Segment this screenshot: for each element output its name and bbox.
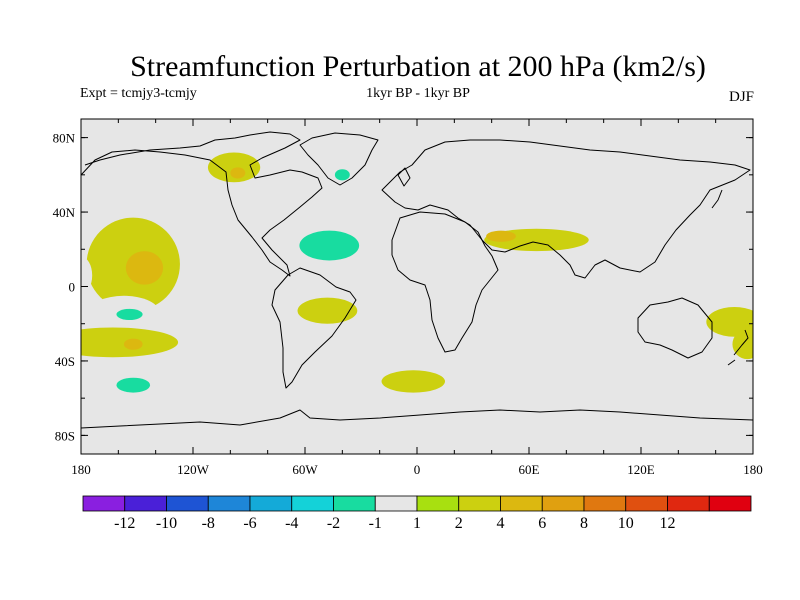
coast-australia xyxy=(637,297,713,359)
coast-greenland xyxy=(299,132,379,186)
anomaly-region xyxy=(125,251,164,285)
period-label: 1kyr BP - 1kyr BP xyxy=(366,86,470,101)
y-tick-label: 80S xyxy=(55,428,75,443)
colorbar-label: -1 xyxy=(369,515,382,532)
anomaly-region xyxy=(486,230,516,242)
colorbar: -12 -10 -8 -6 -4 -2 -1 1 2 4 6 8 10 12 xyxy=(82,495,752,532)
colorbar-swatch xyxy=(166,495,209,512)
y-tick-label: 40N xyxy=(53,205,76,220)
colorbar-label: -8 xyxy=(202,515,215,532)
season-label: DJF xyxy=(729,89,754,105)
colorbar-swatch xyxy=(708,495,752,512)
coast-north-america xyxy=(81,131,323,277)
anomaly-region xyxy=(706,306,753,337)
coast-antarctica xyxy=(81,409,753,429)
colorbar-label: -6 xyxy=(243,515,256,532)
colorbar-label: 4 xyxy=(497,515,505,532)
colorbar-label: -2 xyxy=(327,515,340,532)
anomaly-region xyxy=(732,329,753,360)
colorbar-swatch xyxy=(333,495,376,512)
anomaly-region xyxy=(222,325,246,341)
colorbar-swatch xyxy=(625,495,668,512)
colorbar-swatch xyxy=(291,495,334,512)
anomaly-region xyxy=(418,230,442,246)
anomaly-region xyxy=(275,130,373,172)
anomaly-region xyxy=(116,308,143,320)
anomaly-region xyxy=(81,327,179,358)
colorbar-swatch xyxy=(500,495,543,512)
x-tick-label: 120E xyxy=(627,462,655,477)
x-tick-label: 120W xyxy=(177,462,210,477)
anomaly-region xyxy=(131,187,199,222)
anomaly-region xyxy=(377,232,408,252)
anomaly-region xyxy=(297,297,358,324)
x-tick-label: 60W xyxy=(292,462,318,477)
colorbar-label: 2 xyxy=(455,515,463,532)
coastlines xyxy=(81,131,753,429)
experiment-label: Expt = tcmjy3-tcmjy xyxy=(80,86,197,101)
colorbar-swatch xyxy=(82,495,126,512)
map-title: Streamfunction Perturbation at 200 hPa (… xyxy=(130,50,706,83)
anomaly-region xyxy=(334,169,350,181)
colorbar-label: -4 xyxy=(285,515,298,532)
colorbar-swatch xyxy=(583,495,627,512)
coast-africa xyxy=(391,211,499,353)
coast-south-america xyxy=(271,267,357,389)
colorbar-label: 12 xyxy=(660,515,676,532)
colorbar-swatch xyxy=(249,495,293,512)
colorbar-label: 8 xyxy=(580,515,588,532)
colorbar-swatch xyxy=(374,495,418,512)
y-tick-label: 0 xyxy=(69,280,76,295)
anomaly-region xyxy=(116,377,151,393)
colorbar-swatch xyxy=(667,495,710,512)
coast-japan xyxy=(711,189,723,209)
colorbar-label: 6 xyxy=(538,515,546,532)
x-tick-label: 0 xyxy=(414,462,421,477)
anomaly-region xyxy=(551,370,574,378)
anomaly-region xyxy=(207,152,261,183)
y-tick-label: 80N xyxy=(53,131,76,146)
anomaly-region xyxy=(299,230,360,261)
anomaly-region xyxy=(123,338,143,350)
colorbar-label: 10 xyxy=(618,515,634,532)
map-background xyxy=(81,119,753,454)
anomaly-region xyxy=(659,331,683,350)
x-tick-label: 60E xyxy=(519,462,540,477)
colorbar-swatch xyxy=(416,495,460,512)
coast-new-zealand xyxy=(727,329,749,366)
anomaly-region xyxy=(349,338,384,354)
anomaly-region xyxy=(381,370,445,393)
axis-ticks: 180 120W 60W 0 60E 120E 180 80N 40N 0 40S 80S xyxy=(53,119,763,477)
colorbar-swatch xyxy=(124,495,167,512)
colorbar-label: -12 xyxy=(114,515,135,532)
anomaly-region xyxy=(81,256,93,294)
colorbar-swatch xyxy=(541,495,585,512)
y-tick-label: 40S xyxy=(55,354,75,369)
colorbar-label: -10 xyxy=(156,515,177,532)
x-tick-label: 180 xyxy=(743,462,763,477)
coast-europe-asia xyxy=(381,139,751,279)
colorbar-label: 1 xyxy=(413,515,421,532)
anomaly-region xyxy=(732,264,753,287)
colorbar-swatch xyxy=(458,495,501,512)
anomaly-region xyxy=(346,169,380,188)
anomaly-layer xyxy=(81,130,753,404)
colorbar-swatch xyxy=(207,495,251,512)
x-tick-label: 180 xyxy=(71,462,91,477)
coast-uk xyxy=(397,167,411,187)
anomaly-region xyxy=(230,167,246,179)
